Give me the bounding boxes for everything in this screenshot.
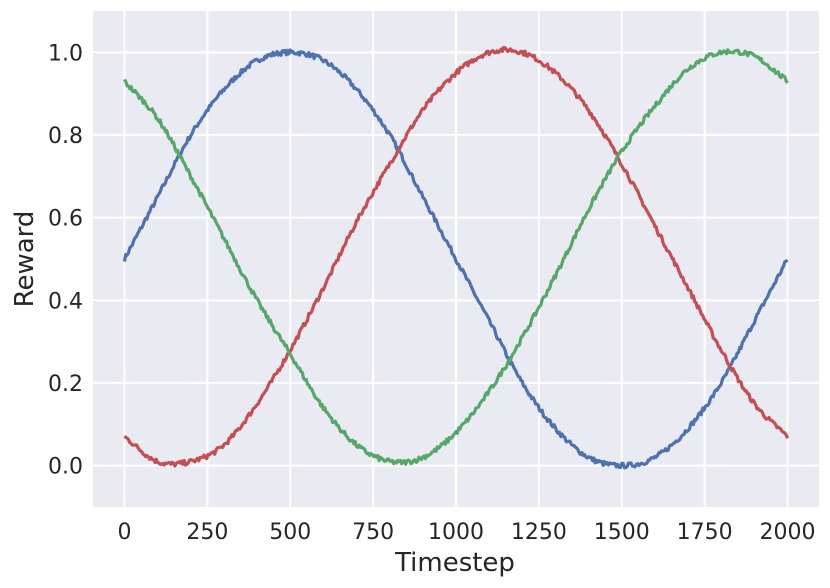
x-tick-label: 750 [352, 520, 394, 545]
x-tick-label: 250 [186, 520, 228, 545]
y-tick-labels: 0.0 0.2 0.4 0.6 0.8 1.0 [48, 41, 83, 479]
y-tick-label: 0.0 [48, 455, 83, 480]
y-axis-label: Reward [10, 211, 40, 308]
x-tick-label: 1500 [594, 520, 650, 545]
y-tick-label: 0.8 [48, 124, 83, 149]
grid-lines [93, 11, 819, 507]
series-line-3 [123, 48, 789, 466]
x-tick-label: 0 [117, 520, 131, 545]
x-axis-label: Timestep [394, 548, 515, 578]
y-tick-label: 0.4 [48, 289, 83, 314]
series-lines [122, 45, 789, 470]
y-tick-label: 0.2 [48, 372, 83, 397]
x-tick-label: 2000 [760, 520, 816, 545]
series-line-2 [123, 45, 789, 468]
x-tick-labels: 0 250 500 750 1000 1250 1500 1750 2000 [117, 520, 815, 545]
x-tick-label: 1750 [677, 520, 733, 545]
x-tick-label: 1000 [428, 520, 484, 545]
y-tick-label: 0.6 [48, 207, 83, 232]
y-tick-label: 1.0 [48, 41, 83, 66]
series-line-1 [122, 48, 789, 470]
x-tick-label: 1250 [511, 520, 567, 545]
x-tick-label: 500 [269, 520, 311, 545]
